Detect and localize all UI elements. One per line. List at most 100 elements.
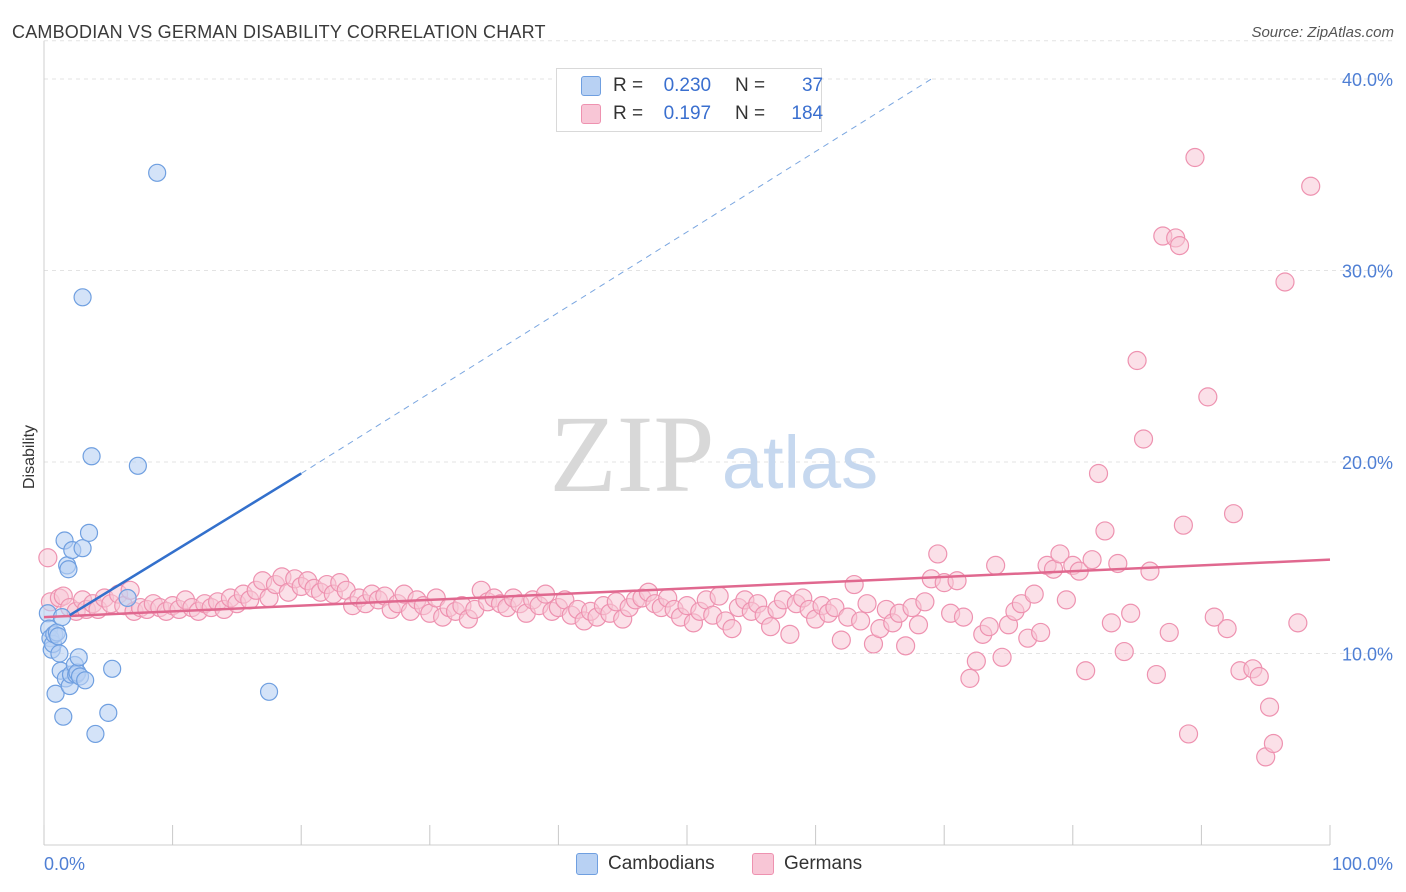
germans-point xyxy=(1204,607,1224,627)
legend-n-label: N = xyxy=(735,75,766,96)
germans-point xyxy=(1178,724,1199,744)
chart-title: CAMBODIAN VS GERMAN DISABILITY CORRELATI… xyxy=(12,22,546,42)
germans-point xyxy=(1127,350,1147,371)
cambodians-point xyxy=(99,703,118,722)
bottom-legend-germans: Germans xyxy=(752,852,862,876)
trend-lines xyxy=(43,78,1331,619)
cambodians-points xyxy=(38,163,279,744)
germans-point xyxy=(1169,236,1190,256)
germans-point xyxy=(1288,613,1308,633)
bottom-legend-label-germans: Germans xyxy=(784,853,863,874)
correlation-legend: R = 0.230 N = 37 R = 0.197 N = 184 xyxy=(556,68,823,132)
germans-point xyxy=(1217,619,1237,639)
y-tick-label: 10.0% xyxy=(1342,645,1393,665)
germans-point xyxy=(831,630,851,650)
germans-point xyxy=(1121,603,1141,623)
bottom-legend-cambodians: Cambodians xyxy=(576,852,715,876)
legend-swatch-germans xyxy=(581,104,601,124)
cambodians-point xyxy=(103,659,122,678)
germans-point xyxy=(947,571,967,591)
germans-point xyxy=(844,574,864,595)
cambodians-point xyxy=(73,539,92,558)
cambodians-trend-extension xyxy=(300,78,932,474)
cambodians-point xyxy=(86,724,105,744)
cambodians-point xyxy=(128,456,147,475)
y-tick-label: 40.0% xyxy=(1342,70,1393,90)
germans-point xyxy=(760,617,781,637)
germans-point xyxy=(896,636,916,656)
cambodians-point xyxy=(148,163,167,182)
x-tick-label: 0.0% xyxy=(44,854,85,874)
germans-point xyxy=(1095,521,1115,541)
germans-point xyxy=(1024,584,1044,604)
y-axis-label: Disability xyxy=(21,425,38,489)
cambodians-point xyxy=(69,648,88,667)
bottom-legend-swatch-germans xyxy=(752,853,774,875)
germans-point xyxy=(1050,544,1070,564)
germans-point xyxy=(851,611,871,631)
legend-n-value: 184 xyxy=(791,103,824,124)
germans-point xyxy=(1011,594,1031,614)
germans-point xyxy=(1249,666,1269,687)
germans-point xyxy=(1185,147,1205,168)
cambodians-point xyxy=(79,523,99,542)
germans-point xyxy=(1146,664,1166,685)
bottom-legend-label-cambodians: Cambodians xyxy=(608,853,715,874)
cambodians-point xyxy=(118,588,137,608)
germans-point xyxy=(38,548,58,568)
legend-n-value: 37 xyxy=(801,75,824,96)
germans-point xyxy=(1031,622,1051,643)
germans-point xyxy=(992,647,1012,667)
germans-point xyxy=(960,668,980,688)
axes xyxy=(43,40,1331,846)
legend-r-label: R = xyxy=(613,75,644,96)
germans-point xyxy=(1275,272,1295,292)
germans-point xyxy=(1114,641,1134,662)
germans-point xyxy=(1173,515,1193,535)
germans-point xyxy=(1198,387,1218,407)
germans-point xyxy=(1133,429,1154,449)
grid-lines xyxy=(44,40,1392,654)
cambodians-point xyxy=(82,447,101,466)
germans-point xyxy=(986,555,1006,576)
tick-labels: 10.0% 20.0% 30.0% 40.0% 0.0% 100.0% xyxy=(44,70,1393,874)
germans-point xyxy=(1076,661,1096,681)
y-tick-label: 20.0% xyxy=(1342,453,1393,473)
legend-row-cambodians: R = 0.230 N = 37 xyxy=(581,73,823,99)
germans-point xyxy=(1159,622,1179,643)
cambodians-point xyxy=(46,684,65,703)
cambodians-point xyxy=(76,671,95,690)
legend-r-label: R = xyxy=(613,103,644,124)
germans-point xyxy=(825,597,845,618)
cambodians-point xyxy=(49,627,68,646)
germans-point xyxy=(1088,463,1109,484)
germans-point xyxy=(857,594,877,614)
cambodians-point xyxy=(54,707,73,726)
germans-point xyxy=(915,592,935,612)
germans-point xyxy=(908,615,929,635)
cambodians-point xyxy=(59,560,78,579)
germans-point xyxy=(953,607,974,627)
germans-point xyxy=(1223,504,1244,524)
germans-point xyxy=(1259,697,1280,717)
germans-point xyxy=(1101,613,1121,633)
x-tick-label: 100.0% xyxy=(1332,854,1393,874)
germans-point xyxy=(1263,733,1284,754)
y-tick-label: 30.0% xyxy=(1342,262,1393,282)
germans-point xyxy=(1140,561,1160,581)
bottom-legend-swatch-cambodians xyxy=(576,853,598,875)
cambodians-point xyxy=(73,288,92,307)
source-label: Source: ZipAtlas.com xyxy=(1251,24,1394,41)
watermark-atlas: atlas xyxy=(722,421,878,504)
legend-r-value: 0.230 xyxy=(663,75,712,96)
legend-row-germans: R = 0.197 N = 184 xyxy=(581,101,823,127)
legend-n-label: N = xyxy=(735,103,766,124)
germans-point xyxy=(1301,176,1321,196)
germans-point xyxy=(1082,550,1102,570)
germans-trend-line xyxy=(43,558,1331,619)
germans-point xyxy=(928,544,948,564)
germans-point xyxy=(722,619,742,639)
germans-point xyxy=(979,617,999,637)
cambodians-point xyxy=(259,682,279,701)
